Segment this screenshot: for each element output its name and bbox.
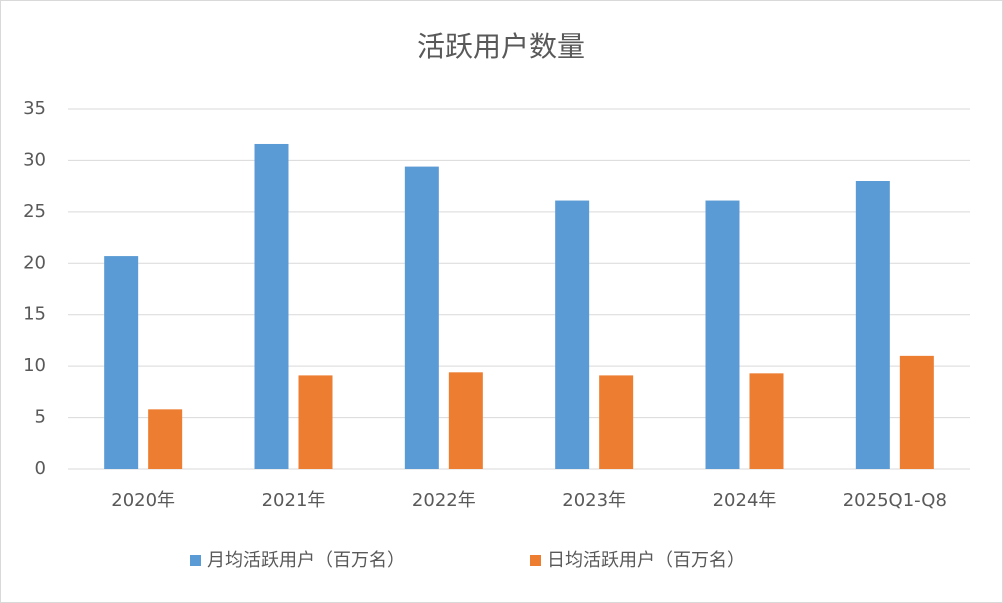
x-tick-label: 2024年 [713, 490, 777, 511]
y-tick-label: 30 [23, 149, 46, 170]
bar [599, 375, 634, 469]
x-tick-label: 2022年 [412, 490, 476, 511]
bar [749, 373, 784, 469]
x-tick-label: 2023年 [562, 490, 626, 511]
x-tick-label: 2025Q1-Q8 [843, 490, 947, 511]
bar [254, 143, 289, 469]
y-tick-label: 0 [35, 458, 46, 479]
bar [148, 409, 183, 469]
y-tick-label: 25 [23, 201, 46, 222]
chart-title: 活跃用户数量 [417, 30, 585, 63]
bar [104, 256, 139, 469]
legend-swatch [530, 555, 541, 566]
legend-swatch [190, 555, 201, 566]
bar [555, 200, 590, 470]
y-tick-label: 15 [23, 304, 46, 325]
legend-label: 日均活跃用户（百万名） [547, 550, 745, 571]
y-tick-label: 5 [35, 407, 46, 428]
x-tick-label: 2020年 [111, 490, 175, 511]
y-tick-label: 20 [23, 252, 46, 273]
bar [404, 166, 439, 469]
bar [855, 181, 890, 469]
bar [448, 372, 483, 469]
y-tick-label: 10 [23, 355, 46, 376]
bar [899, 355, 934, 469]
bar [705, 200, 740, 470]
y-tick-label: 35 [23, 98, 46, 119]
x-tick-label: 2021年 [262, 490, 326, 511]
bar [298, 375, 333, 469]
legend-label: 月均活跃用户（百万名） [207, 550, 405, 571]
